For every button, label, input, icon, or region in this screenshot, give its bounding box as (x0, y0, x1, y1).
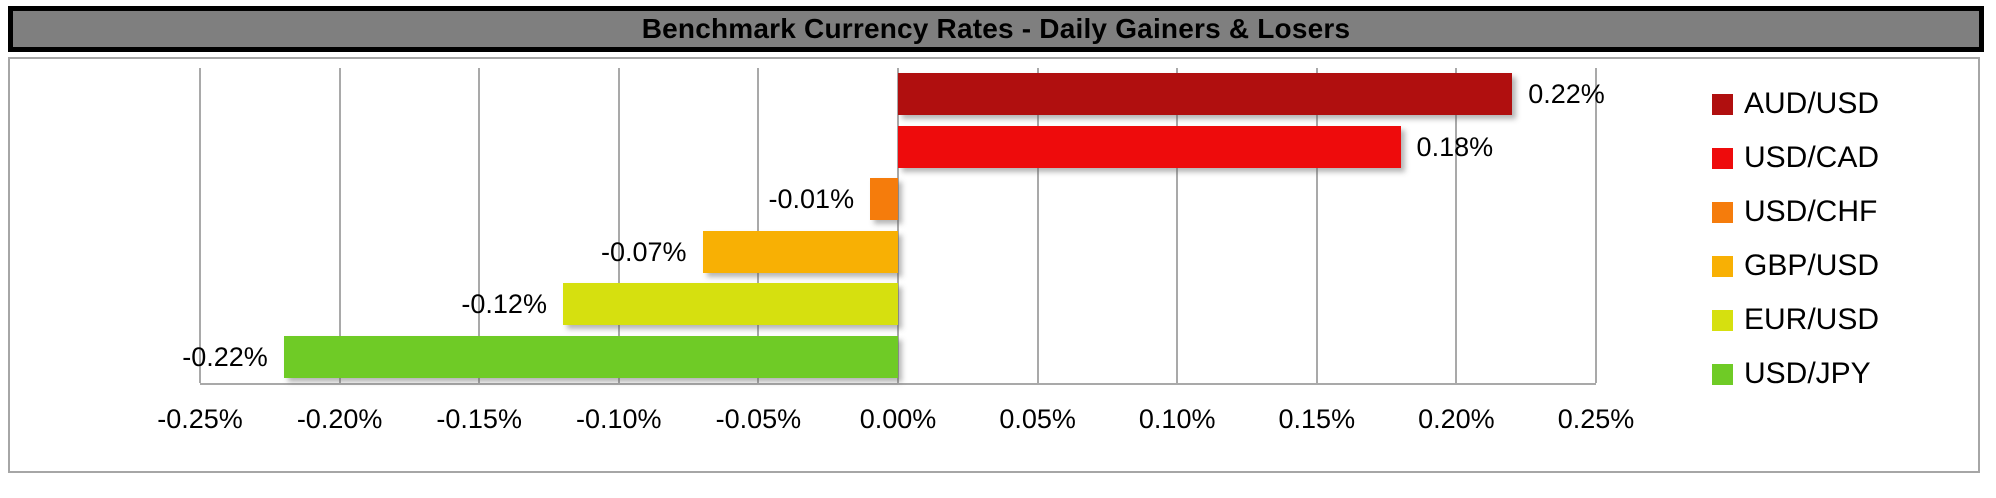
legend-item-usd-jpy: USD/JPY (1712, 347, 1879, 401)
x-tick-label: -0.05% (715, 404, 802, 434)
legend: AUD/USD USD/CAD USD/CHF GBP/USD EUR/USD USD/J… (1712, 77, 1879, 401)
x-tick-label: -0.15% (436, 404, 522, 434)
legend-label: USD/JPY (1744, 357, 1871, 390)
gridline (617, 68, 620, 383)
x-tick-label: 0.10% (1138, 404, 1216, 434)
legend-swatch-icon (1712, 363, 1733, 385)
legend-label: USD/CAD (1744, 141, 1880, 174)
legend-label: GBP/USD (1744, 249, 1880, 282)
gridline (199, 68, 201, 383)
legend-item-eur-usd: EUR/USD (1712, 293, 1879, 347)
x-tick-label: 0.05% (999, 404, 1076, 434)
gridline (1455, 68, 1458, 383)
x-tick-label: 0.25% (1557, 404, 1635, 434)
bar-value-label: -0.07% (601, 236, 687, 267)
legend-item-usd-chf: USD/CHF (1712, 185, 1879, 239)
bar-value-label: -0.22% (182, 341, 268, 372)
bar-usd-chf (870, 178, 898, 221)
bar-usd-cad (898, 125, 1401, 168)
bar-value-label: 0.18% (1416, 131, 1494, 162)
gridline (1595, 68, 1597, 383)
legend-item-aud-usd: AUD/USD (1712, 77, 1879, 131)
plot-area: 0.22% 0.18% -0.01% -0.07% -0.12% -0.22% (182, 68, 1605, 385)
bar-usd-jpy (283, 335, 898, 378)
legend-swatch-icon (1712, 147, 1733, 169)
gridline (757, 68, 760, 383)
bar-value-label: 0.22% (1528, 79, 1605, 110)
gridline (338, 68, 341, 383)
legend-label: EUR/USD (1744, 303, 1880, 336)
x-tick-label: -0.10% (576, 404, 662, 434)
legend-item-usd-cad: USD/CAD (1712, 131, 1879, 185)
x-tick-label: 0.00% (859, 404, 937, 434)
bar-aud-usd (898, 73, 1513, 116)
legend-item-gbp-usd: GBP/USD (1712, 239, 1879, 293)
gridline (1176, 68, 1179, 383)
bar-value-label: -0.01% (768, 184, 855, 215)
x-axis-line (200, 383, 1596, 385)
gridline (897, 68, 899, 383)
gridline (1036, 68, 1039, 383)
bar-eur-usd (562, 283, 898, 326)
x-tick-label: -0.25% (157, 404, 243, 434)
legend-label: USD/CHF (1744, 195, 1878, 228)
legend-swatch-icon (1712, 255, 1733, 277)
bar-value-label: -0.12% (461, 289, 547, 320)
legend-swatch-icon (1712, 309, 1733, 331)
x-tick-label: 0.15% (1278, 404, 1356, 434)
gridline (1315, 68, 1318, 383)
legend-label: AUD/USD (1744, 87, 1880, 120)
legend-swatch-icon (1712, 201, 1733, 223)
bar-gbp-usd (702, 230, 898, 273)
x-tick-label: -0.20% (296, 404, 383, 434)
gridline (478, 68, 481, 383)
legend-swatch-icon (1712, 93, 1733, 115)
chart-title-bar: Benchmark Currency Rates - Daily Gainers… (8, 6, 1984, 52)
chart-title: Benchmark Currency Rates - Daily Gainers… (641, 13, 1351, 44)
x-tick-label: 0.20% (1418, 404, 1495, 434)
